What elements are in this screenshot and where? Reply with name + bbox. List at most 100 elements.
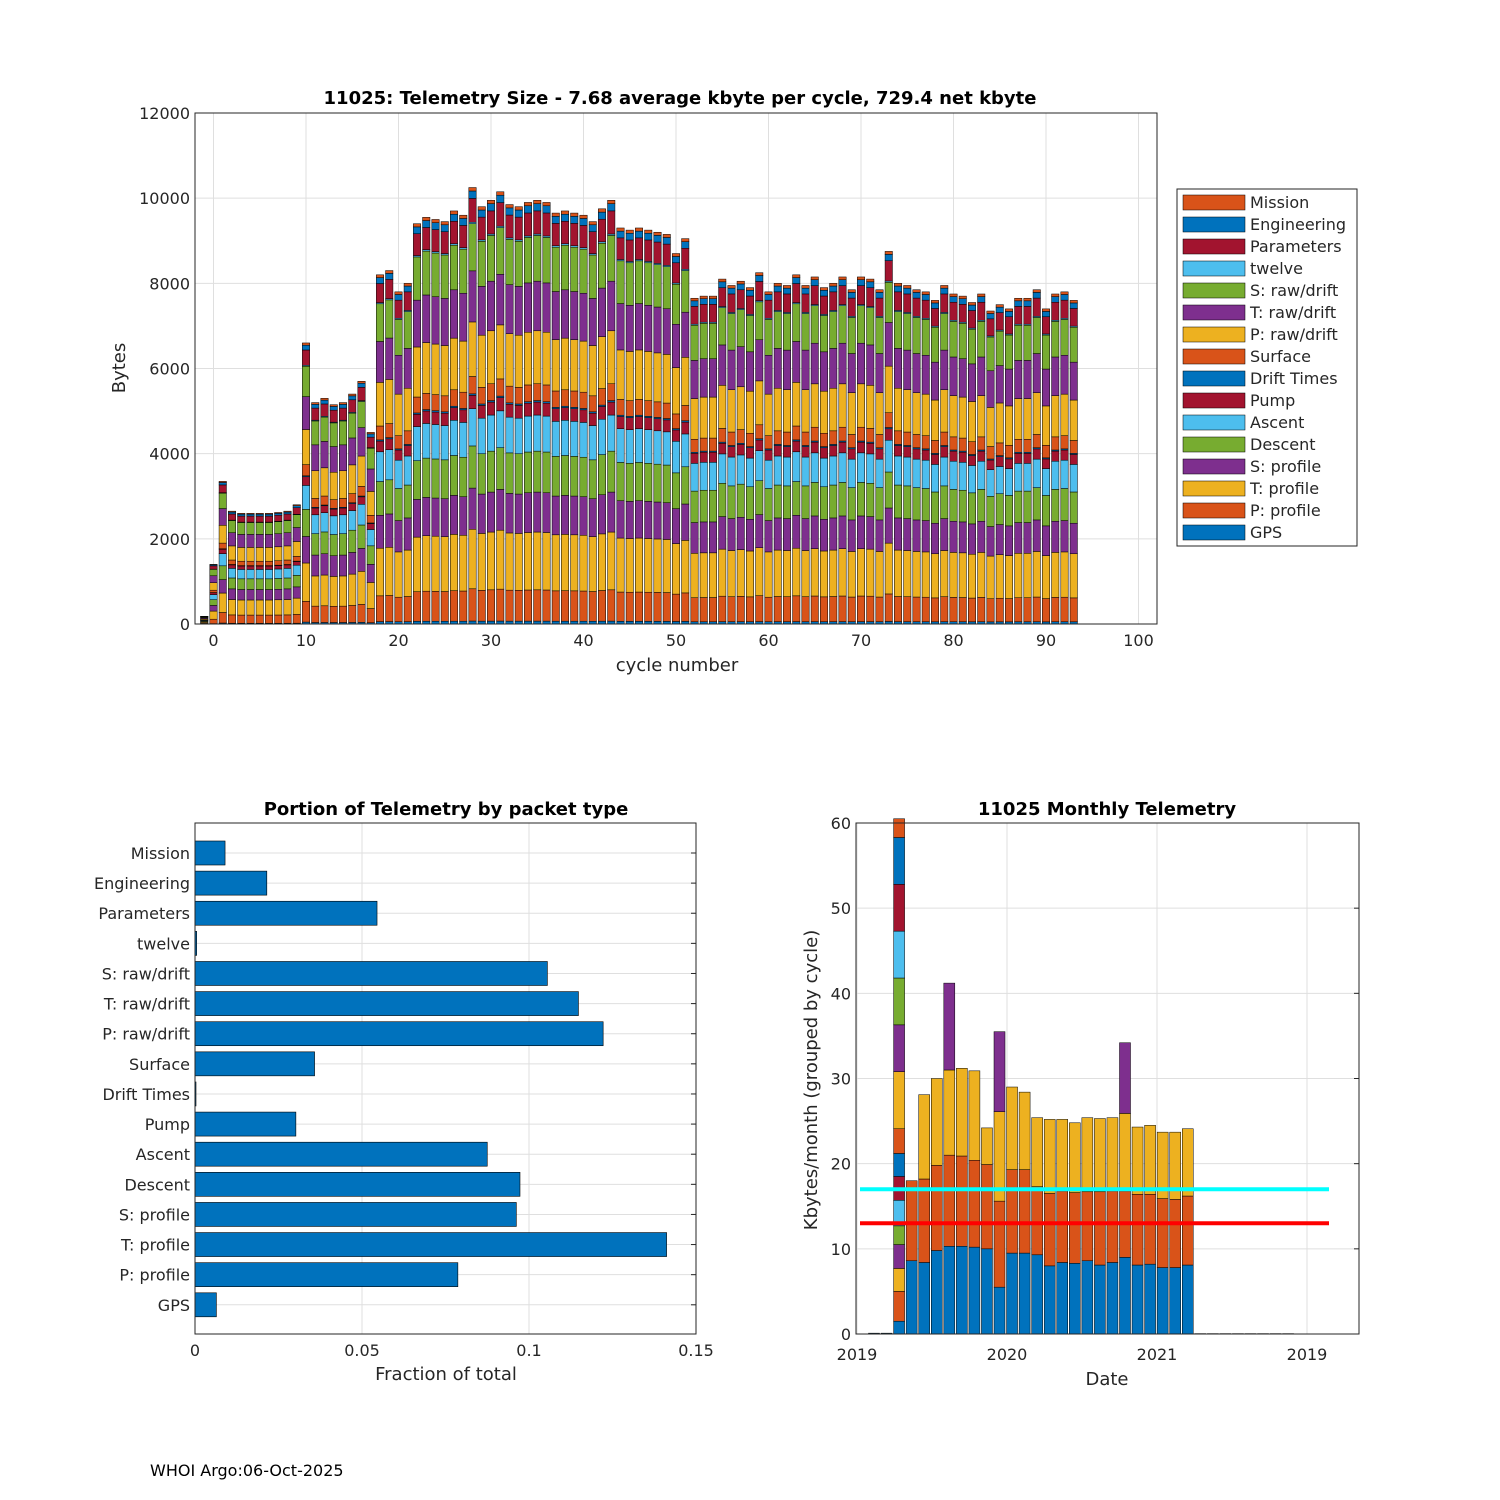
- top-bar-segment: [875, 353, 884, 393]
- top-bar-segment: [1032, 317, 1041, 354]
- top-bar-segment: [875, 289, 884, 293]
- top-bar-segment: [690, 297, 699, 302]
- top-bar-segment: [681, 248, 690, 270]
- top-bar-segment: [1014, 597, 1023, 623]
- top-bar-segment: [376, 515, 384, 549]
- top-bar-segment: [1042, 311, 1050, 318]
- top-bar-segment: [838, 441, 847, 454]
- br-bar-segment: [943, 1246, 956, 1335]
- top-bar-segment: [986, 496, 995, 527]
- top-bar-segment: [403, 455, 412, 486]
- top-bar-segment: [1023, 453, 1032, 464]
- top-bar-segment: [292, 514, 301, 528]
- br-bar-segment: [956, 1155, 968, 1247]
- top-bar-segment: [533, 414, 542, 452]
- br-bar-segment: [893, 1320, 905, 1335]
- top-bar-segment: [894, 517, 902, 551]
- br-bar-segment: [893, 1153, 905, 1177]
- top-bar-segment: [709, 396, 717, 439]
- top-bar-segment: [662, 402, 671, 419]
- top-bar-segment: [921, 459, 930, 489]
- top-bar-segment: [894, 283, 902, 287]
- top-bar-segment: [385, 273, 394, 280]
- top-bar-segment: [820, 519, 828, 552]
- top-bar-segment: [736, 280, 745, 285]
- top-bar-segment: [727, 456, 736, 487]
- br-bar-segment: [1156, 1198, 1169, 1268]
- top-bar-segment: [579, 214, 588, 219]
- top-bar-segment: [1051, 395, 1060, 438]
- top-bar-segment: [857, 342, 865, 385]
- top-bar-segment: [598, 336, 606, 389]
- top-bar-segment: [357, 381, 366, 384]
- top-bar-segment: [542, 589, 551, 622]
- top-bar-segment: [829, 285, 838, 293]
- bl-bar: [194, 870, 268, 896]
- top-chart-title: 11025: Telemetry Size - 7.68 average kby…: [324, 88, 1037, 109]
- top-bar-segment: [533, 235, 542, 282]
- top-bar-segment: [801, 596, 810, 622]
- top-bar-segment: [1060, 449, 1069, 461]
- top-bar-segment: [792, 382, 801, 427]
- br-bar-segment: [931, 1078, 943, 1166]
- top-bar-segment: [579, 456, 588, 497]
- top-bar-segment: [385, 479, 394, 515]
- top-bar-segment: [366, 608, 375, 623]
- top-bar-segment: [413, 233, 421, 256]
- top-bar-segment: [755, 480, 764, 515]
- top-bar-segment: [607, 280, 616, 332]
- top-bar-segment: [783, 313, 791, 351]
- top-bar-segment: [681, 540, 690, 594]
- top-bar-segment: [237, 515, 246, 523]
- top-bar-segment: [894, 430, 902, 445]
- top-bar-segment: [810, 426, 819, 442]
- top-bar-segment: [598, 418, 606, 455]
- top-bar-segment: [690, 522, 699, 554]
- top-bar-segment: [755, 339, 764, 382]
- top-bar-segment: [357, 427, 366, 457]
- top-bar-segment: [875, 551, 884, 598]
- top-bar-segment: [228, 588, 236, 600]
- top-bar-segment: [357, 504, 366, 526]
- top-bar-segment: [718, 278, 727, 283]
- top-x-tick-label: 60: [758, 631, 778, 650]
- top-bar-segment: [348, 503, 357, 511]
- top-bar-segment: [496, 324, 505, 380]
- top-bar-segment: [764, 520, 773, 553]
- top-bar-segment: [709, 489, 717, 523]
- top-bar-segment: [616, 537, 625, 593]
- top-bar-segment: [838, 515, 847, 549]
- br-bar-segment: [981, 1164, 993, 1250]
- top-bar-segment: [736, 517, 745, 550]
- br-bar-segment: [931, 1250, 943, 1335]
- top-bar-segment: [228, 559, 236, 565]
- top-bar-segment: [903, 285, 912, 289]
- top-bar-segment: [237, 569, 246, 580]
- top-bar-segment: [468, 408, 477, 447]
- top-bar-segment: [709, 597, 717, 623]
- top-bar-segment: [866, 516, 875, 550]
- top-bar-segment: [912, 596, 921, 622]
- top-bar-segment: [912, 434, 921, 448]
- top-bar-segment: [385, 279, 394, 299]
- top-bar-segment: [366, 432, 375, 435]
- top-bar-segment: [986, 469, 995, 497]
- top-bar-segment: [616, 399, 625, 416]
- top-bar-segment: [718, 428, 727, 443]
- top-x-tick-label: 50: [666, 631, 686, 650]
- top-bar-segment: [487, 531, 495, 591]
- br-bar-segment: [893, 1244, 905, 1269]
- top-bar-segment: [376, 440, 384, 453]
- top-bar-segment: [302, 344, 310, 351]
- top-bars: [200, 187, 1078, 625]
- top-bar-segment: [533, 491, 542, 533]
- top-bar-segment: [921, 435, 930, 450]
- top-bar-segment: [459, 409, 468, 423]
- top-bar-segment: [792, 425, 801, 441]
- br-y-axis-label: Kbytes/month (grouped by cycle): [801, 930, 822, 1230]
- top-bar-segment: [209, 610, 218, 620]
- top-bar-segment: [977, 520, 986, 553]
- top-bar-segment: [625, 239, 634, 262]
- top-bar-segment: [431, 296, 440, 345]
